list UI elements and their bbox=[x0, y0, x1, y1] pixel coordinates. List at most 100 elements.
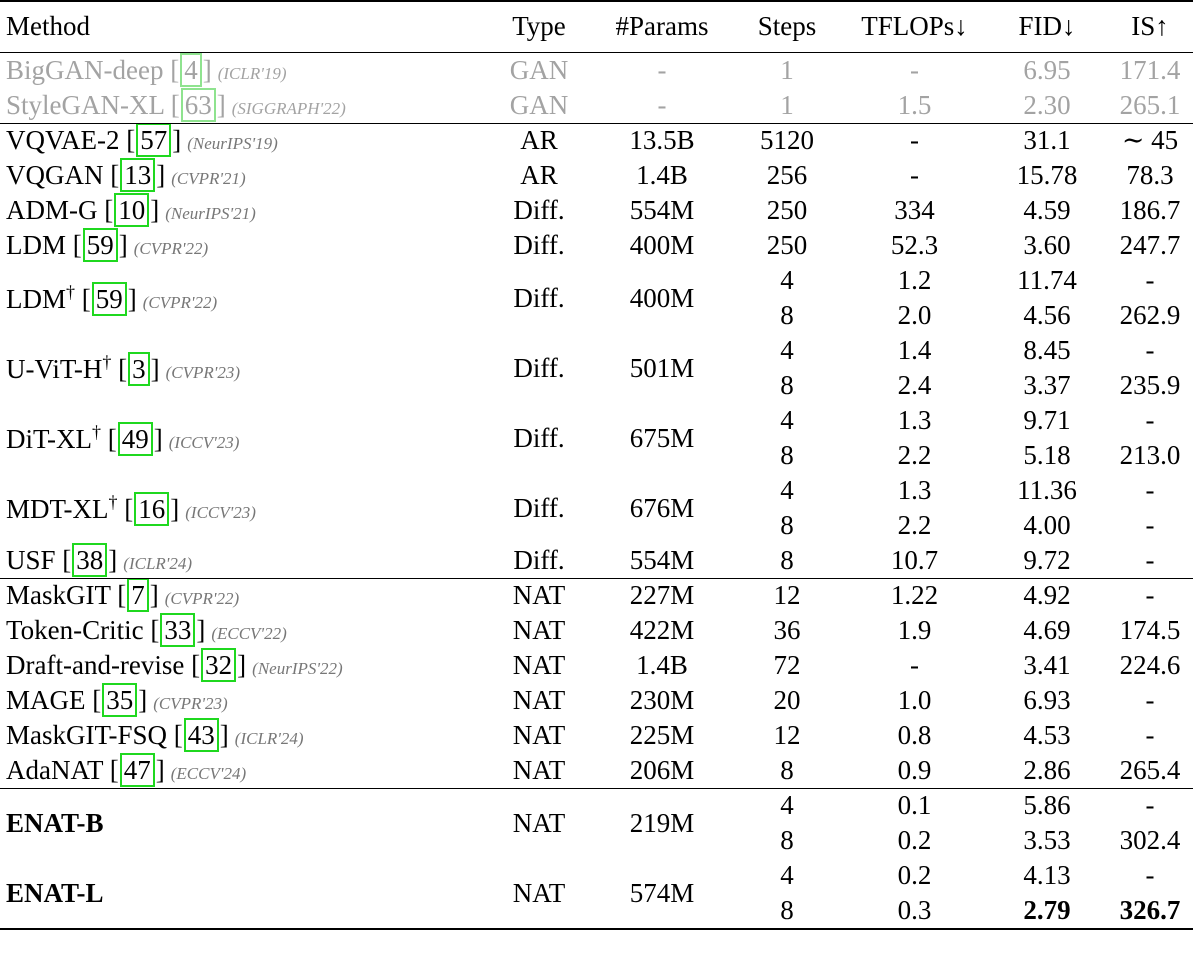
citation-link: 7 bbox=[127, 578, 149, 612]
steps-cell: 4 bbox=[780, 335, 794, 365]
is-cell: - bbox=[1145, 335, 1155, 365]
type-cell: NAT bbox=[512, 580, 566, 610]
venue-label: (ICCV'23) bbox=[185, 503, 256, 522]
is-cell: - bbox=[1145, 265, 1155, 295]
citation-link: 13 bbox=[120, 158, 156, 192]
fid-cell: 4.56 bbox=[1023, 300, 1071, 330]
method-name: Token-Critic bbox=[6, 615, 144, 645]
citation-link: 32 bbox=[201, 648, 237, 682]
table-row: Draft-and-revise [32] (NeurIPS'22) NAT 1.4B… bbox=[0, 648, 1193, 683]
bottom-rule bbox=[0, 928, 1193, 930]
tflops-cell: - bbox=[910, 55, 919, 85]
header-method: Method bbox=[6, 11, 90, 41]
type-cell: Diff. bbox=[513, 352, 565, 383]
citation-link: 57 bbox=[136, 123, 172, 157]
params-cell: 400M bbox=[629, 230, 695, 260]
fid-cell: 3.37 bbox=[1023, 370, 1071, 400]
method-cell: LDM† [59] (CVPR'22) bbox=[6, 282, 218, 316]
is-cell: 265.1 bbox=[1119, 90, 1181, 120]
method-cell: ADM-G [10] (NeurIPS'21) bbox=[6, 193, 256, 227]
is-cell: - bbox=[1145, 475, 1155, 505]
method-name: VQGAN bbox=[6, 160, 104, 190]
header-is: IS↑ bbox=[1131, 11, 1169, 41]
method-cell: AdaNAT [47] (ECCV'24) bbox=[6, 753, 247, 787]
steps-cell: 12 bbox=[773, 720, 801, 750]
fid-cell: 9.72 bbox=[1023, 545, 1071, 575]
is-cell: 235.9 bbox=[1119, 370, 1181, 400]
params-cell: 422M bbox=[629, 615, 695, 645]
steps-cell: 8 bbox=[780, 300, 794, 330]
table-row: DiT-XL† [49] (ICCV'23) Diff. 675M 4 1.3 9.71 - bbox=[0, 403, 1193, 456]
method-name: DiT-XL bbox=[6, 424, 92, 454]
type-cell: NAT bbox=[512, 807, 566, 838]
group-divider bbox=[0, 578, 1193, 579]
group-divider bbox=[0, 788, 1193, 789]
is-cell: ∼ 45 bbox=[1121, 125, 1179, 155]
table-row: U-ViT-H† [3] (CVPR'23) Diff. 501M 4 1.4 8.45 - bbox=[0, 333, 1193, 386]
table-row: USF [38] (ICLR'24) Diff. 554M 8 10.7 9.72 - bbox=[0, 543, 1193, 578]
tflops-cell: 1.3 bbox=[897, 475, 932, 505]
fid-cell: 8.45 bbox=[1023, 335, 1071, 365]
venue-label: (ICLR'24) bbox=[234, 729, 304, 748]
method-name: MAGE bbox=[6, 685, 86, 715]
header-tflops: TFLOPs↓ bbox=[861, 11, 968, 41]
fid-cell: 4.13 bbox=[1023, 860, 1071, 890]
table-row: 8 2.2 5.18 213.0 bbox=[0, 438, 1193, 473]
is-cell: 262.9 bbox=[1119, 300, 1181, 330]
citation-link: 38 bbox=[72, 543, 108, 577]
fid-cell: 11.36 bbox=[1017, 475, 1077, 505]
table-row: StyleGAN-XL [63] (SIGGRAPH'22) GAN - 1 1.5 2.3… bbox=[0, 88, 1193, 123]
dagger-mark: † bbox=[92, 422, 101, 442]
is-cell: 186.7 bbox=[1119, 195, 1181, 225]
steps-cell: 4 bbox=[780, 860, 794, 890]
method-cell: LDM [59] (CVPR'22) bbox=[6, 228, 209, 262]
steps-cell: 4 bbox=[780, 405, 794, 435]
type-cell: NAT bbox=[512, 650, 566, 680]
method-name: VQVAE-2 bbox=[6, 125, 120, 155]
method-name: ENAT-L bbox=[6, 877, 104, 908]
venue-label: (ECCV'24) bbox=[170, 764, 247, 783]
citation-link: 63 bbox=[180, 88, 216, 122]
type-cell: GAN bbox=[509, 90, 569, 120]
steps-cell: 1 bbox=[780, 90, 794, 120]
citation-link: 3 bbox=[128, 352, 150, 386]
type-cell: Diff. bbox=[513, 230, 565, 260]
type-cell: GAN bbox=[509, 55, 569, 85]
tflops-cell: - bbox=[910, 125, 919, 155]
tflops-cell: 0.2 bbox=[897, 860, 932, 890]
fid-cell: 4.59 bbox=[1023, 195, 1071, 225]
tflops-cell: 334 bbox=[894, 195, 935, 225]
fid-cell: 3.60 bbox=[1023, 230, 1071, 260]
params-cell: 206M bbox=[629, 755, 695, 785]
tflops-cell: 1.22 bbox=[890, 580, 939, 610]
citation-link: 47 bbox=[119, 753, 155, 787]
venue-label: (CVPR'23) bbox=[153, 694, 228, 713]
method-cell: VQGAN [13] (CVPR'21) bbox=[6, 158, 246, 192]
top-rule bbox=[0, 0, 1193, 2]
citation-link: 10 bbox=[114, 193, 150, 227]
method-name: StyleGAN-XL bbox=[6, 90, 164, 120]
params-cell: 225M bbox=[629, 720, 695, 750]
fid-cell: 9.71 bbox=[1023, 405, 1071, 435]
is-cell: - bbox=[1145, 545, 1155, 575]
group-divider bbox=[0, 123, 1193, 124]
method-name: LDM bbox=[6, 284, 66, 314]
is-cell: 213.0 bbox=[1119, 440, 1181, 470]
tflops-cell: 1.2 bbox=[897, 265, 932, 295]
table-row: 8 2.0 4.56 262.9 bbox=[0, 298, 1193, 333]
method-cell: DiT-XL† [49] (ICCV'23) bbox=[6, 422, 240, 456]
table-row: 8 0.2 3.53 302.4 bbox=[0, 823, 1193, 858]
steps-cell: 256 bbox=[766, 160, 808, 190]
header-rule bbox=[0, 52, 1193, 53]
method-cell: ENAT-B bbox=[0, 788, 486, 858]
steps-cell: 8 bbox=[780, 440, 794, 470]
params-cell: 13.5B bbox=[629, 125, 695, 155]
method-name: BigGAN-deep bbox=[6, 55, 164, 85]
dagger-mark: † bbox=[66, 282, 75, 302]
is-cell: - bbox=[1145, 720, 1155, 750]
type-cell: Diff. bbox=[513, 422, 565, 453]
type-cell: Diff. bbox=[513, 195, 565, 225]
table-row: VQGAN [13] (CVPR'21) AR 1.4B 256 - 15.78 78.3 bbox=[0, 158, 1193, 193]
method-cell: StyleGAN-XL [63] (SIGGRAPH'22) bbox=[6, 88, 346, 122]
is-cell: 224.6 bbox=[1119, 650, 1181, 680]
